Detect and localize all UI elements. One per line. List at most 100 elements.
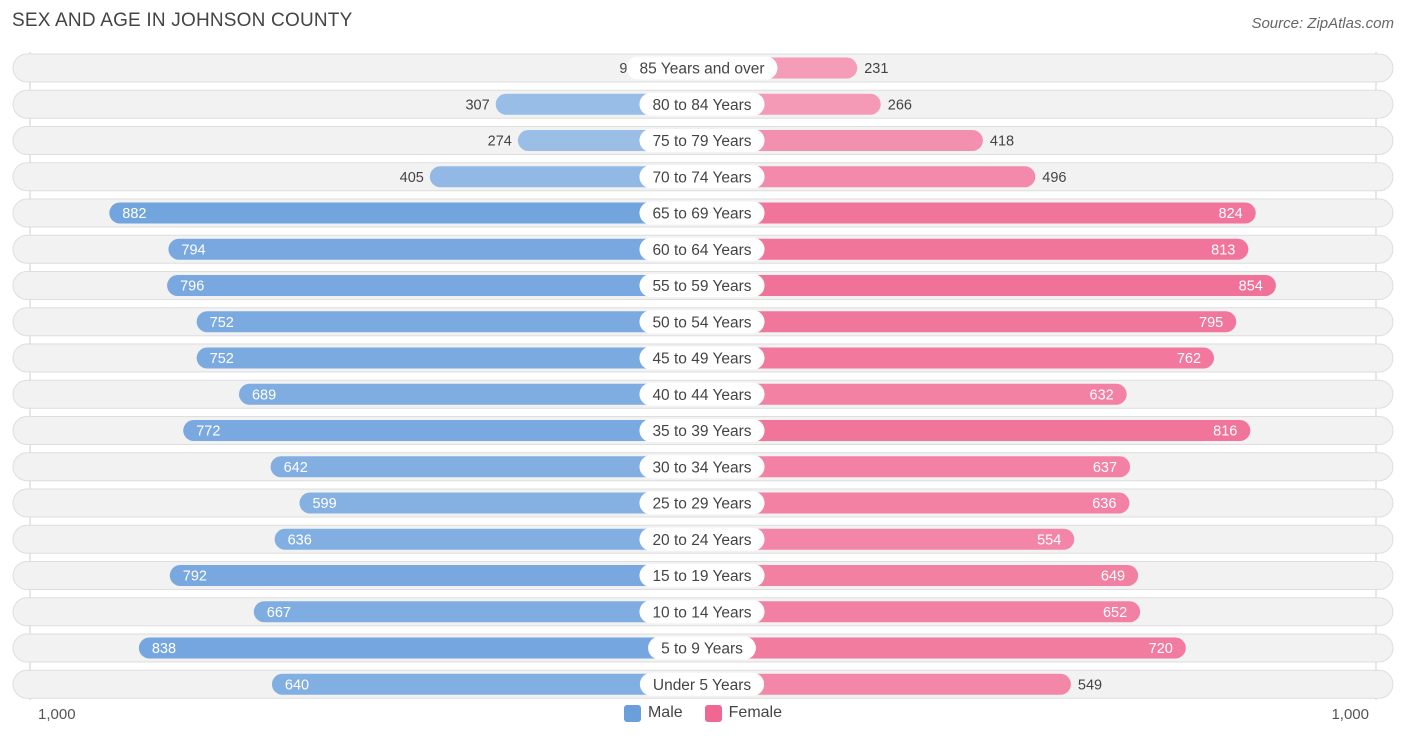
bar-male	[299, 492, 702, 514]
value-label-male: 796	[180, 279, 204, 295]
bar-male	[138, 637, 702, 659]
bar-male	[270, 456, 702, 478]
value-label-female: 854	[1239, 279, 1263, 295]
value-label-male: 599	[312, 496, 336, 512]
value-label-female: 554	[1037, 532, 1061, 548]
bar-female	[702, 492, 1130, 514]
bar-female	[702, 637, 1186, 659]
value-label-female: 266	[888, 97, 912, 113]
value-label-male: 689	[252, 387, 276, 403]
value-label-male: 640	[285, 677, 309, 693]
category-label-pill	[639, 274, 765, 297]
category-label-pill	[639, 564, 765, 587]
value-label-male: 274	[488, 134, 512, 150]
value-label-female: 649	[1101, 569, 1125, 585]
value-label-male: 838	[152, 641, 176, 657]
value-label-male: 794	[181, 242, 205, 258]
category-label-pill	[639, 491, 765, 515]
category-label-pill	[648, 636, 756, 660]
bar-female	[702, 275, 1276, 296]
value-label-male: 636	[288, 532, 312, 548]
bar-male	[183, 420, 702, 441]
value-label-female: 795	[1199, 315, 1223, 331]
value-label-male: 667	[267, 605, 291, 621]
value-label-female: 762	[1177, 351, 1201, 367]
bar-female	[702, 202, 1256, 224]
category-label: 60 to 64 Years	[652, 242, 751, 259]
category-label-pill	[639, 455, 765, 479]
legend-label-male: Male	[647, 704, 683, 721]
value-label-female: 637	[1093, 460, 1117, 476]
value-label-female: 652	[1103, 605, 1127, 621]
bar-male	[196, 347, 702, 369]
legend-item-male[interactable]: Male	[623, 704, 683, 722]
category-label: 50 to 54 Years	[652, 314, 751, 331]
value-label-female: 813	[1211, 242, 1235, 258]
value-label-male: 792	[183, 569, 207, 585]
category-label-pill	[639, 201, 765, 225]
bar-female	[702, 347, 1215, 369]
value-label-male: 882	[122, 206, 146, 222]
bar-female	[702, 528, 1075, 550]
category-label: 25 to 29 Years	[652, 496, 751, 513]
value-label-female: 720	[1149, 641, 1173, 657]
axis-label-left: 1,000	[38, 706, 76, 723]
category-label-pill	[639, 237, 765, 261]
category-label: 40 to 44 Years	[652, 387, 751, 404]
category-label-pill	[639, 346, 765, 370]
bar-male	[109, 202, 702, 224]
category-label-pill	[639, 129, 765, 152]
category-label: 55 to 59 Years	[652, 278, 751, 295]
value-label-female: 496	[1042, 170, 1066, 186]
value-label-female: 549	[1078, 677, 1102, 693]
category-label-pill	[639, 527, 765, 551]
category-label: 5 to 9 Years	[661, 641, 743, 658]
category-label-pill	[626, 56, 778, 80]
category-label-pill	[639, 382, 765, 406]
bar-female	[702, 383, 1127, 405]
category-label: 30 to 34 Years	[652, 459, 751, 476]
bar-female	[702, 601, 1141, 623]
category-label-pill	[639, 672, 765, 696]
category-label: 70 to 74 Years	[652, 169, 751, 186]
category-label: 75 to 79 Years	[652, 133, 751, 150]
category-label: 80 to 84 Years	[652, 97, 751, 114]
bar-female	[702, 456, 1131, 478]
value-label-male: 405	[400, 170, 424, 186]
axis-label-right: 1,000	[1331, 706, 1369, 723]
category-label: 15 to 19 Years	[652, 568, 751, 585]
category-label-pill	[639, 600, 765, 624]
value-label-female: 636	[1092, 496, 1116, 512]
value-label-female: 632	[1090, 387, 1114, 403]
bar-male	[253, 601, 702, 623]
category-label: 65 to 69 Years	[652, 206, 751, 223]
value-label-male: 642	[284, 460, 308, 476]
bar-female	[702, 673, 1071, 695]
chart-source: Source: ZipAtlas.com	[1251, 15, 1394, 32]
bar-male	[274, 528, 702, 550]
category-label-pill	[639, 310, 765, 334]
value-label-male: 772	[196, 424, 220, 440]
value-label-male: 752	[210, 351, 234, 367]
value-label-female: 816	[1213, 424, 1237, 440]
bar-female	[702, 420, 1251, 441]
legend-swatch-male	[623, 704, 641, 722]
value-label-female: 231	[864, 61, 888, 77]
bar-male	[167, 275, 702, 296]
category-label: Under 5 Years	[653, 677, 751, 694]
bar-male	[169, 565, 702, 586]
bar-female	[702, 130, 983, 151]
chart-title: SEX AND AGE IN JOHNSON COUNTY	[12, 10, 353, 31]
value-label-female: 824	[1219, 206, 1243, 222]
bar-male	[271, 673, 702, 695]
bar-male	[238, 383, 702, 405]
legend-label-female: Female	[728, 704, 783, 721]
legend-swatch-female	[704, 704, 722, 722]
value-label-female: 418	[990, 134, 1014, 150]
bar-male	[168, 238, 702, 260]
legend-item-female[interactable]: Female	[704, 704, 783, 722]
chart-legend: Male Female	[0, 704, 1406, 722]
category-label-pill	[639, 92, 765, 116]
category-label: 85 Years and over	[640, 61, 765, 78]
